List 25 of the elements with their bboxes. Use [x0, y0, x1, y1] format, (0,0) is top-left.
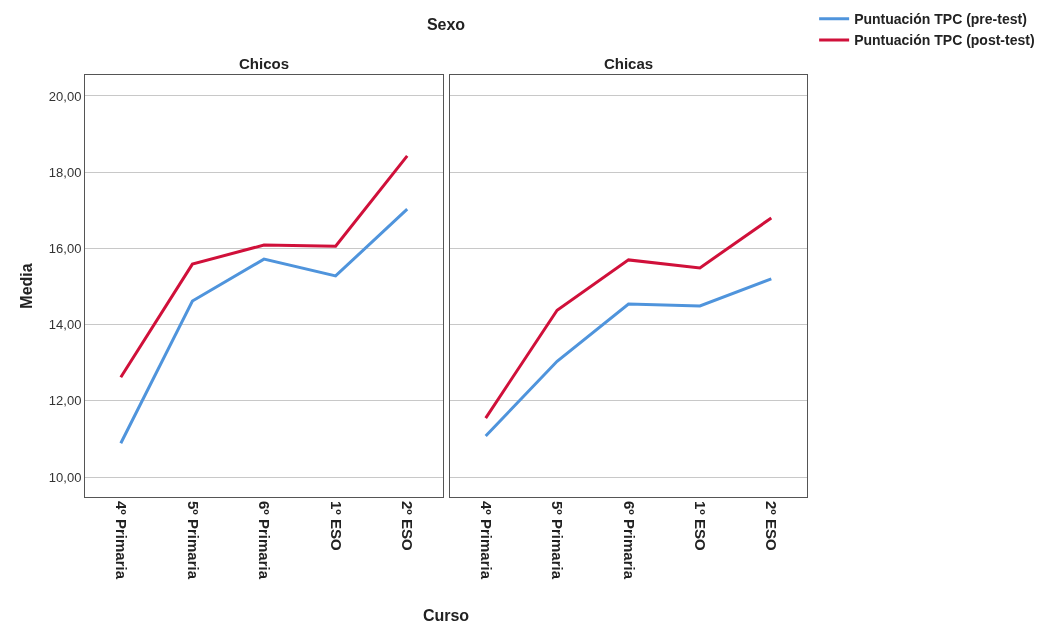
text: Curso	[422, 607, 470, 625]
legend-label: Puntuación TPC (post-test)	[854, 32, 1035, 49]
x-tick-label: 1º ESO	[327, 501, 345, 551]
x-tick-label: 5º Primaria	[184, 501, 202, 580]
legend-label: Puntuación TPC (pre-test)	[854, 11, 1027, 28]
x-tick-label: 6º Primaria	[256, 501, 274, 580]
y-tick-label: 14,00	[48, 317, 82, 333]
line-series	[119, 207, 409, 445]
x-tick-label: 2º ESO	[763, 501, 781, 551]
x-tick-label: 2º ESO	[399, 501, 417, 551]
y-tick-label: 20,00	[48, 88, 82, 104]
y-tick-label: 12,00	[48, 393, 82, 409]
chart-title: Chicas	[603, 55, 654, 72]
x-tick-label: 6º Primaria	[620, 501, 638, 580]
y-tick-label: 10,00	[48, 469, 82, 485]
y-axis-title: Media	[17, 263, 35, 309]
y-tick-label: 18,00	[48, 164, 82, 180]
line-series	[119, 154, 409, 379]
x-tick-label: 5º Primaria	[549, 501, 567, 580]
y-tick-label: 16,00	[48, 241, 82, 256]
x-tick-label: 4º Primaria	[477, 501, 495, 580]
text: Sexo	[426, 16, 466, 34]
chart-title: Chicos	[238, 55, 290, 72]
x-tick-label: 1º ESO	[692, 501, 710, 551]
x-tick-label: 4º Primaria	[112, 501, 130, 580]
